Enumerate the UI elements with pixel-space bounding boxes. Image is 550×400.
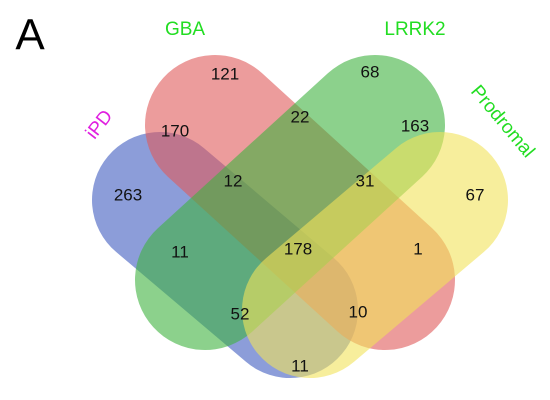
set-shape <box>135 55 445 350</box>
region-count: 121 <box>211 64 239 83</box>
set-shape <box>242 132 508 378</box>
region-count: 11 <box>291 356 309 375</box>
region-count: 163 <box>401 116 429 135</box>
region-count: 22 <box>291 107 310 126</box>
region-count: 1 <box>413 239 422 258</box>
set-label: LRRK2 <box>384 19 445 40</box>
set-label: iPD <box>82 106 117 143</box>
region-count: 68 <box>361 62 380 81</box>
set-label: GBA <box>165 19 205 40</box>
region-count: 11 <box>171 242 189 261</box>
region-count: 170 <box>161 121 189 140</box>
region-count: 12 <box>224 171 243 190</box>
panel-label: A <box>15 11 45 60</box>
region-count: 10 <box>349 302 368 321</box>
shapes <box>92 55 508 378</box>
region-count: 52 <box>231 304 250 323</box>
region-count: 263 <box>114 185 142 204</box>
region-count: 67 <box>466 185 485 204</box>
region-count: 31 <box>356 171 375 190</box>
region-count: 178 <box>284 239 312 258</box>
